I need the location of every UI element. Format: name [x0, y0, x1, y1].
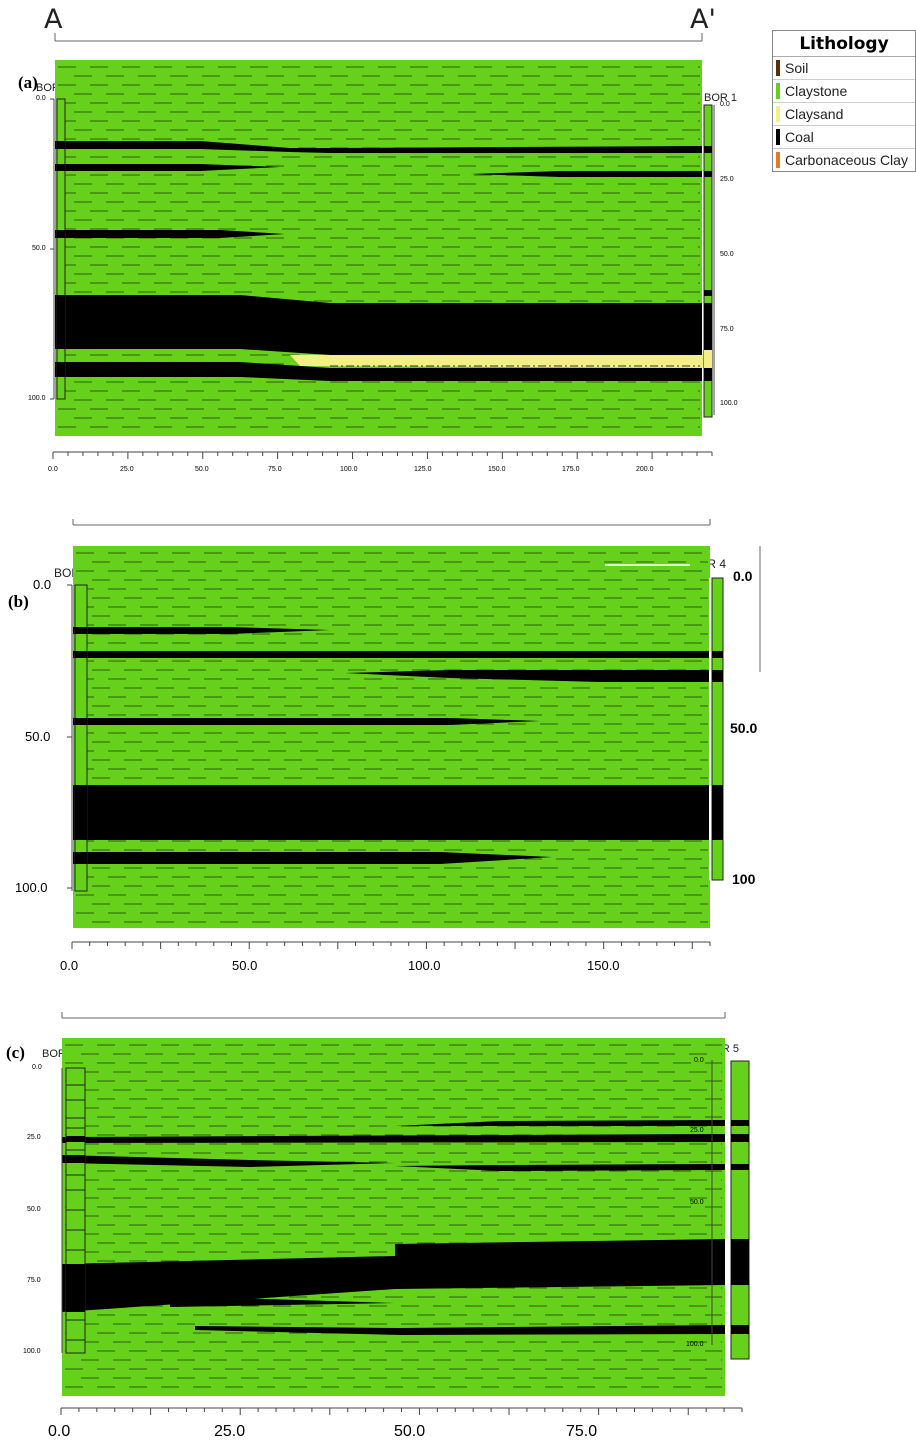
depth-tick-label: 25.0 [720, 176, 734, 183]
x-tick-label: 200.0 [636, 466, 654, 473]
depth-tick-label: 0.0 [36, 95, 46, 102]
x-tick-label: 50.0 [195, 466, 209, 473]
panel-b-section [67, 519, 761, 949]
x-tick-label: 25.0 [214, 1423, 246, 1440]
depth-tick-label: 50.0 [25, 729, 51, 744]
coal-seam [73, 627, 330, 634]
x-tick-label: 25.0 [120, 466, 134, 473]
coal-seam [73, 785, 710, 840]
x-tick-label: 50.0 [394, 1423, 426, 1440]
x-tick-label: 0.0 [48, 466, 58, 473]
claysand-swatch [776, 106, 780, 122]
depth-tick-label: 0.0 [733, 568, 753, 584]
coal-seam [470, 171, 702, 177]
coal-seam [170, 1296, 395, 1307]
legend-label: Coal [785, 129, 814, 145]
carbonaceous-clay-swatch [776, 152, 780, 168]
depth-tick-label: 0.0 [33, 577, 52, 592]
legend-item-soil: Soil [773, 57, 915, 80]
x-tick-label: 75.0 [566, 1423, 598, 1440]
depth-tick-label: 50.0 [32, 245, 46, 252]
x-tick-label: 75.0 [268, 466, 282, 473]
coal-seam [55, 164, 280, 171]
coal-seam [55, 141, 702, 153]
depth-tick-label: 0.0 [720, 101, 730, 108]
coal-seam [62, 1239, 725, 1312]
depth-tick-label: 50.0 [690, 1199, 704, 1206]
legend-item-claysand: Claysand [773, 103, 915, 126]
depth-tick-label: 50.0 [27, 1206, 41, 1213]
coal-seam [73, 651, 710, 658]
claystone-pattern [58, 66, 700, 428]
coal-seam [73, 852, 552, 864]
borehole-log-left [56, 98, 66, 400]
borehole-log-right [730, 1060, 750, 1360]
legend-label: Claysand [785, 106, 844, 122]
section-start-label: A [44, 4, 63, 35]
coal-seam [62, 1134, 725, 1143]
depth-tick-label: 100.0 [28, 395, 46, 402]
coal-seam [195, 1325, 725, 1335]
depth-tick-label: 50.0 [720, 251, 734, 258]
coal-seam [395, 1120, 725, 1126]
depth-tick-label: 100 [732, 871, 756, 887]
depth-tick-label: 100.0 [15, 880, 48, 895]
coal-seam [55, 295, 702, 355]
panel-a-right-borehole: BOR 1 [704, 92, 738, 104]
depth-tick-label: 100.0 [23, 1348, 41, 1355]
legend-label: Claystone [785, 83, 848, 99]
claystone-swatch [776, 83, 780, 99]
x-tick-label: 125.0 [414, 466, 432, 473]
borehole-log-right [703, 104, 713, 418]
panel-a-label: (a) [18, 73, 38, 92]
panel-c-label: (c) [6, 1043, 25, 1062]
legend-item-claystone: Claystone [773, 80, 915, 103]
coal-seam [55, 230, 285, 238]
coal-swatch [776, 129, 780, 145]
x-tick-label: 50.0 [232, 958, 258, 973]
section-line-top [54, 33, 703, 42]
section-end-label: A' [690, 4, 716, 35]
coal-seam [73, 718, 540, 725]
panel-b-label: (b) [8, 592, 29, 611]
x-tick-label: 175.0 [562, 466, 580, 473]
claystone-pattern [65, 1044, 722, 1388]
claystone-body [73, 546, 710, 928]
x-tick-label: 150.0 [488, 466, 506, 473]
legend-item-carbonaceous-clay: Carbonaceous Clay [773, 149, 915, 171]
coal-seam [395, 1164, 725, 1171]
depth-tick-label: 0.0 [32, 1064, 42, 1071]
depth-tick-label: 25.0 [690, 1127, 704, 1134]
x-tick-label: 0.0 [60, 958, 79, 973]
depth-tick-label: 75.0 [27, 1277, 41, 1284]
coal-seam [55, 362, 702, 381]
x-tick-label: 0.0 [48, 1423, 71, 1440]
claystone-body [62, 1038, 725, 1396]
x-tick-label: 150.0 [587, 958, 620, 973]
legend-title: Lithology [773, 31, 915, 57]
x-tick-label: 100.0 [408, 958, 441, 973]
legend-item-coal: Coal [773, 126, 915, 149]
coal-seam [62, 1155, 395, 1167]
depth-tick-label: 100.0 [686, 1341, 704, 1348]
depth-tick-label: 25.0 [27, 1134, 41, 1141]
depth-tick-label: 100.0 [720, 400, 738, 407]
borehole-log-right [711, 577, 724, 881]
soil-swatch [776, 60, 780, 76]
depth-tick-label: 0.0 [694, 1057, 704, 1064]
depth-tick-label: 75.0 [720, 326, 734, 333]
legend-label: Carbonaceous Clay [785, 152, 908, 168]
depth-tick-label: 50.0 [730, 720, 758, 736]
x-tick-label: 100.0 [340, 466, 358, 473]
legend-label: Soil [785, 60, 809, 76]
coal-seam [345, 670, 710, 682]
panel-a-section [50, 60, 715, 459]
